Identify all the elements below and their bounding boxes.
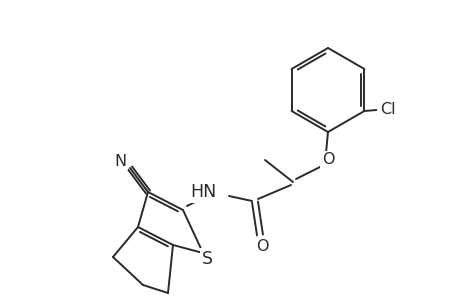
Text: S: S — [201, 250, 212, 268]
Text: O: O — [255, 239, 268, 254]
Text: HN: HN — [190, 183, 217, 201]
Text: N: N — [114, 154, 126, 169]
Text: Cl: Cl — [380, 101, 395, 116]
Text: O: O — [321, 152, 334, 167]
